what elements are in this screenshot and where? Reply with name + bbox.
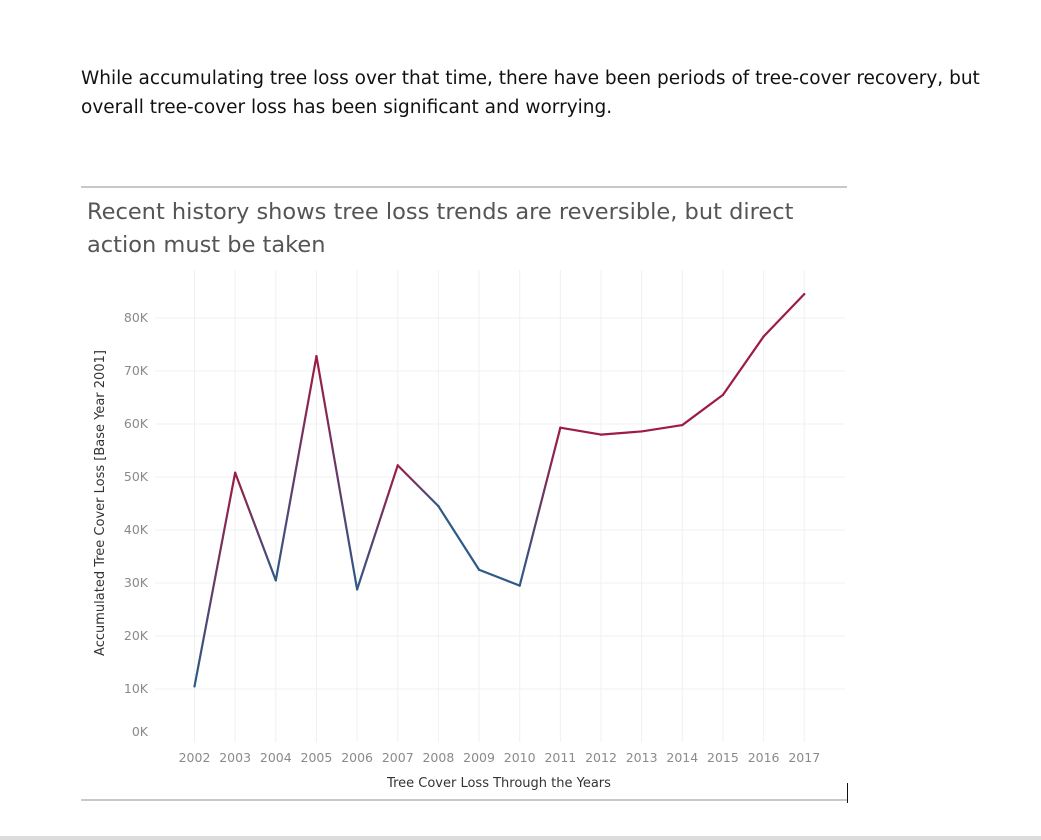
data-point <box>356 588 359 591</box>
y-tick-label: 80K <box>124 310 149 325</box>
line-segment <box>193 471 237 688</box>
x-tick-label: 2009 <box>463 750 495 765</box>
data-point <box>681 423 684 427</box>
data-point <box>518 584 521 587</box>
data-point <box>721 393 725 396</box>
x-tick-label: 2016 <box>748 750 780 765</box>
data-point <box>477 568 481 571</box>
y-tick-label: 20K <box>124 628 149 643</box>
y-tick-label: 30K <box>124 575 149 590</box>
intro-paragraph: While accumulating tree loss over that t… <box>81 68 980 118</box>
line-segment <box>315 355 359 591</box>
line-segment <box>721 335 765 396</box>
x-tick-label: 2006 <box>341 750 373 765</box>
x-tick-label: 2017 <box>788 750 820 765</box>
x-tick-label: 2008 <box>422 750 454 765</box>
line-segment <box>599 430 643 436</box>
x-tick-label: 2005 <box>301 750 333 765</box>
line-segment <box>437 505 481 571</box>
chart-title: Recent history shows tree loss trends ar… <box>87 199 794 258</box>
line-segment <box>356 464 399 591</box>
x-tick-label: 2012 <box>585 750 617 765</box>
line-segment <box>559 426 603 436</box>
data-line <box>193 293 806 688</box>
data-point <box>762 335 765 338</box>
data-point <box>396 464 399 467</box>
y-axis-ticks: 0K 10K 20K 30K 40K 50K 60K 70K 80K <box>124 310 149 739</box>
x-tick-label: 2003 <box>219 750 251 765</box>
line-segment <box>274 355 318 582</box>
line-segment <box>640 423 684 433</box>
y-tick-label: 40K <box>124 522 149 537</box>
line-segment <box>234 471 277 582</box>
data-point <box>315 355 318 358</box>
x-axis-ticks: 2002 2003 2004 2005 2006 2007 2008 2009 2010 2011… <box>179 750 821 765</box>
gridlines <box>155 270 845 742</box>
data-point <box>599 433 603 436</box>
chart-top-divider <box>81 186 847 188</box>
y-axis-title: Accumulated Tree Cover Loss [Base Year 2… <box>93 350 108 656</box>
text-cursor <box>847 783 848 803</box>
y-tick-label: 70K <box>124 363 149 378</box>
y-tick-label: 50K <box>124 469 149 484</box>
data-point <box>234 471 237 474</box>
window-bottom-edge <box>0 836 1041 840</box>
data-point <box>640 430 643 433</box>
x-tick-label: 2004 <box>260 750 292 765</box>
data-point <box>803 293 806 296</box>
data-point <box>193 685 196 688</box>
x-tick-label: 2011 <box>544 750 576 765</box>
x-axis-title: Tree Cover Loss Through the Years <box>386 776 611 791</box>
data-point <box>274 579 277 582</box>
x-tick-label: 2010 <box>504 750 536 765</box>
line-segment <box>477 568 521 587</box>
y-tick-label: 60K <box>124 416 149 431</box>
y-tick-label: 10K <box>124 681 149 696</box>
data-point <box>559 426 562 429</box>
x-tick-label: 2007 <box>382 750 414 765</box>
y-tick-label: 0K <box>132 724 149 739</box>
line-segment <box>681 393 725 427</box>
x-tick-label: 2014 <box>666 750 698 765</box>
chart-bottom-divider <box>81 799 847 801</box>
data-point <box>437 505 440 508</box>
line-segment <box>518 426 562 587</box>
x-tick-label: 2013 <box>626 750 658 765</box>
x-tick-label: 2002 <box>179 750 211 765</box>
x-tick-label: 2015 <box>707 750 739 765</box>
line-segment <box>396 464 440 508</box>
line-segment <box>762 293 806 338</box>
